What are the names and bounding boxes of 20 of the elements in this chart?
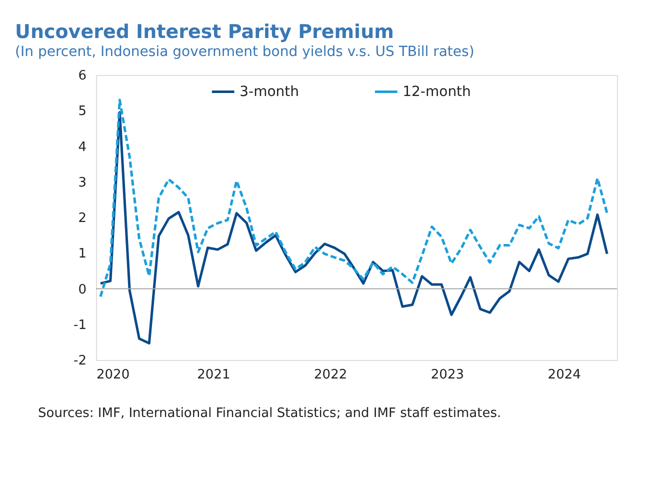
y-tick-label: 6 xyxy=(78,68,86,84)
y-tick-label: 0 xyxy=(78,282,86,298)
line-series xyxy=(99,98,608,298)
x-tick-label: 2023 xyxy=(430,368,464,382)
x-tick-label: 2022 xyxy=(314,368,348,382)
x-tick-label: 2021 xyxy=(197,368,230,382)
y-tick-label: -2 xyxy=(74,354,86,368)
y-tick-label: 3 xyxy=(78,175,86,190)
y-tick-label: 2 xyxy=(78,211,86,226)
y-tick-label: -1 xyxy=(74,318,86,333)
legend-label: 3-month xyxy=(240,84,300,100)
y-tick-label: 1 xyxy=(78,246,86,262)
legend-label: 12-month xyxy=(402,84,471,100)
y-tick-label: 5 xyxy=(78,104,86,120)
y-tick-label: 4 xyxy=(78,140,86,155)
chart-title: Uncovered Interest Parity Premium xyxy=(15,21,394,43)
x-tick-label: 2020 xyxy=(96,368,130,382)
source-note: Sources: IMF, International Financial Statistics; and IMF staff estimates. xyxy=(38,406,502,421)
x-tick-label: 2024 xyxy=(548,368,581,382)
chart-subtitle: (In percent, Indonesia government bond yields v.s. US TBill rates) xyxy=(15,44,474,60)
